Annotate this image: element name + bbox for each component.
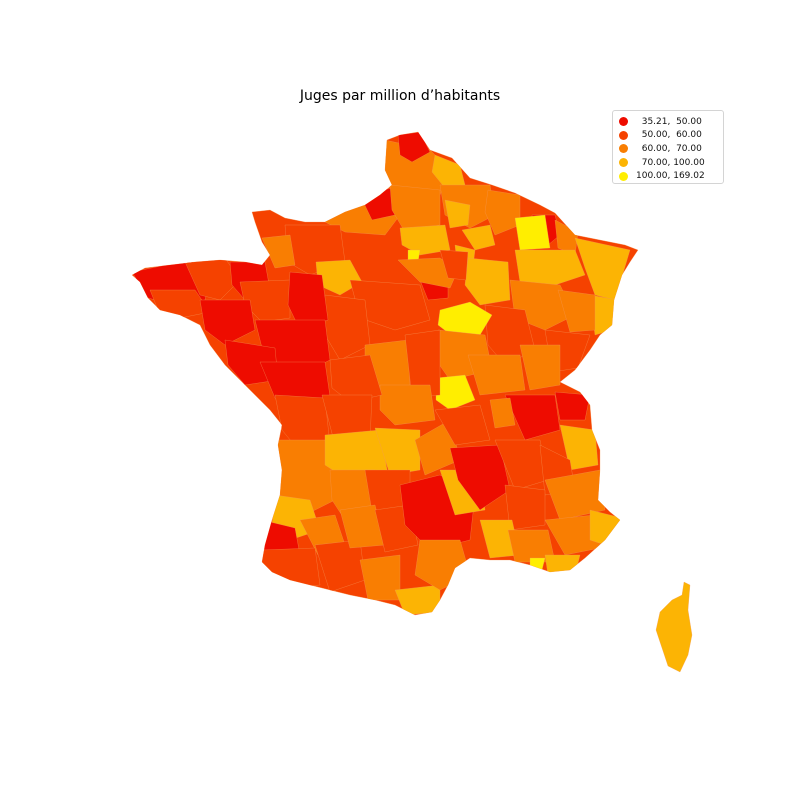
departments-layer: [132, 132, 631, 615]
department-region: [261, 547, 321, 589]
legend-item-class-3: 60.00, 70.00: [619, 142, 723, 156]
legend-marker: [619, 130, 628, 140]
legend-item-class-4: 70.00, 100.00: [619, 156, 723, 170]
corsica: [655, 581, 693, 673]
department-region: [261, 234, 296, 269]
department-region: [374, 427, 421, 476]
department-region: [461, 224, 496, 251]
department-region: [449, 444, 511, 511]
department-region: [519, 344, 561, 391]
map-legend: 35.21, 50.00 50.00, 60.00 60.00, 70.00 7…: [612, 110, 724, 184]
department-region: [444, 199, 471, 229]
department-region: [514, 214, 551, 251]
map-title: Juges par million d’habitants: [299, 88, 501, 104]
department-region: [514, 249, 586, 286]
department-region: [399, 224, 451, 256]
legend-label: 60.00, 70.00: [636, 143, 702, 154]
department-region: [199, 299, 256, 346]
legend-item-class-2: 50.00, 60.00: [619, 129, 723, 143]
department-region: [554, 391, 591, 421]
department-region: [435, 374, 476, 411]
department-region: [504, 394, 561, 441]
department-region: [504, 484, 546, 531]
department-region: [397, 132, 431, 163]
department-region: [559, 424, 599, 471]
department-region: [464, 257, 511, 306]
department-region: [467, 354, 526, 396]
legend-label: 70.00, 100.00: [636, 157, 705, 168]
department-region: [484, 189, 521, 236]
department-region: [439, 249, 469, 281]
legend-marker: [619, 144, 628, 154]
department-region: [589, 509, 623, 546]
department-region: [557, 289, 596, 333]
legend-marker: [619, 171, 628, 181]
legend-marker: [619, 117, 628, 127]
legend-marker: [619, 158, 628, 168]
legend-label: 100.00, 169.02: [636, 171, 705, 182]
legend-label: 50.00, 60.00: [636, 130, 702, 141]
legend-item-class-5: 100.00, 169.02: [619, 169, 723, 183]
department-region: [397, 257, 459, 289]
legend-label: 35.21, 50.00: [636, 116, 702, 127]
department-region: [544, 469, 606, 521]
department-region: [149, 289, 211, 319]
legend-item-class-1: 35.21, 50.00: [619, 115, 723, 129]
department-region: [489, 397, 516, 429]
department-region: [404, 329, 441, 399]
department-region: [379, 384, 436, 426]
department-region: [434, 404, 491, 446]
